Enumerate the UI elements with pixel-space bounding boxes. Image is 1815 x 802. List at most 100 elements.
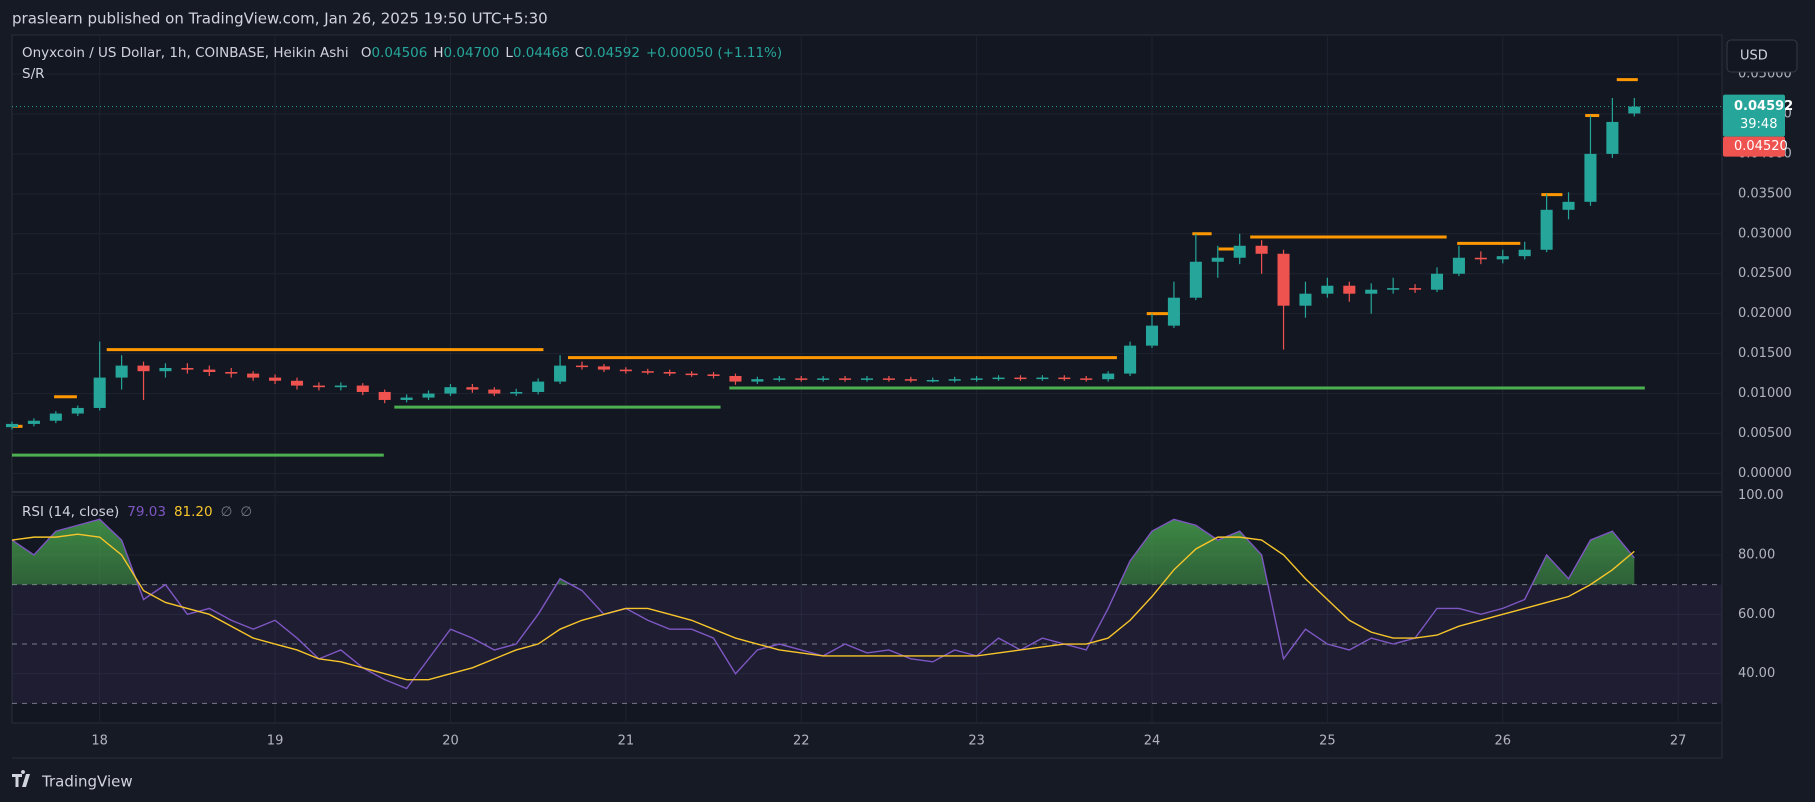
change: +0.00050 (+1.11%) xyxy=(646,45,782,61)
candle-body xyxy=(466,387,479,390)
ohlc-value: 0.04592 xyxy=(584,45,640,61)
candle-body xyxy=(1014,377,1027,380)
indicator-label: S/R xyxy=(22,66,45,82)
rsi-legend-value: 79.03 xyxy=(127,504,166,520)
candle-body xyxy=(356,385,369,392)
y-tick-label: 0.00000 xyxy=(1738,466,1792,481)
candle-body xyxy=(1474,257,1487,260)
ohlc-label: O xyxy=(361,45,372,61)
y-tick-label: 0.02500 xyxy=(1738,266,1792,281)
y-tick-label: 0.00500 xyxy=(1738,426,1792,441)
candle-body xyxy=(619,369,632,372)
rsi-legend-value: ∅ xyxy=(240,504,252,520)
x-tick-label: 25 xyxy=(1319,734,1336,749)
rsi-title: RSI (14, close) xyxy=(22,504,119,520)
candle-body xyxy=(159,368,172,372)
ohlc-value: 0.04506 xyxy=(372,45,428,61)
prev-price-tag xyxy=(1723,136,1785,157)
publish-info: praslearn published on TradingView.com, … xyxy=(12,10,548,28)
candle-body xyxy=(707,374,720,376)
candle-body xyxy=(1255,245,1268,254)
candle-body xyxy=(1562,201,1575,210)
prev-price-label: 0.04520 xyxy=(1734,139,1788,154)
x-tick-label: 26 xyxy=(1494,734,1511,749)
y-tick-label: 40.00 xyxy=(1738,666,1775,681)
candle-body xyxy=(27,420,40,424)
candle-body xyxy=(992,377,1005,380)
ohlc-label: C xyxy=(575,45,584,61)
brand: TradingView xyxy=(41,773,133,791)
candle-body xyxy=(269,377,282,381)
candle-body xyxy=(1496,256,1509,260)
candle-body xyxy=(1430,273,1444,290)
symbol-title: Onyxcoin / US Dollar, 1h, COINBASE, Heik… xyxy=(22,45,349,61)
currency-button[interactable] xyxy=(1726,39,1798,73)
candle-body xyxy=(312,385,325,388)
y-tick-label: 0.01500 xyxy=(1738,346,1792,361)
candle-body xyxy=(1167,297,1180,326)
candle-body xyxy=(1058,377,1071,380)
legend: Onyxcoin / US Dollar, 1h, COINBASE, Heik… xyxy=(22,45,782,61)
candle-body xyxy=(1365,289,1378,294)
last-price-label: 0.04592 xyxy=(1734,99,1793,114)
countdown: 39:48 xyxy=(1740,117,1777,132)
candle-body xyxy=(71,407,84,414)
candle-body xyxy=(1452,257,1465,274)
ohlc-label: H xyxy=(433,45,443,61)
candle-body xyxy=(773,378,786,380)
candle-body xyxy=(290,380,304,386)
rsi-legend-value: ∅ xyxy=(221,504,233,520)
candle-body xyxy=(49,413,62,421)
rsi-legend-value: 81.20 xyxy=(174,504,213,520)
candle-body xyxy=(247,373,260,378)
candle-body xyxy=(378,391,391,400)
candle-body xyxy=(5,423,19,428)
last-price-tag xyxy=(1723,94,1785,137)
y-tick-label: 100.00 xyxy=(1738,488,1784,503)
y-tick-label: 60.00 xyxy=(1738,607,1775,622)
currency-label[interactable]: USD xyxy=(1740,49,1768,64)
candle-body xyxy=(663,371,676,374)
x-tick-label: 27 xyxy=(1670,734,1687,749)
candle-body xyxy=(510,391,523,394)
candle-body xyxy=(93,377,106,408)
candle-body xyxy=(795,378,808,380)
candle-body xyxy=(860,378,874,380)
candle-body xyxy=(400,397,413,400)
x-tick-label: 21 xyxy=(618,734,635,749)
candle-body xyxy=(1277,253,1290,306)
candle-body xyxy=(1036,377,1049,380)
candle-body xyxy=(1102,373,1115,380)
candle-body xyxy=(1189,261,1202,298)
candle-body xyxy=(597,366,610,370)
candle-body xyxy=(1124,345,1137,374)
logo-mark xyxy=(12,770,30,787)
y-tick-label: 0.02000 xyxy=(1738,306,1792,321)
x-tick-label: 23 xyxy=(968,734,985,749)
candle-body xyxy=(685,373,698,376)
x-tick-label: 24 xyxy=(1144,734,1161,749)
candle-body xyxy=(1211,257,1224,262)
plot xyxy=(5,78,1722,704)
y-tick-label: 0.01000 xyxy=(1738,386,1792,401)
candle-body xyxy=(1518,249,1531,257)
ohlc-label: L xyxy=(505,45,513,61)
candle-body xyxy=(575,365,589,368)
candle-body xyxy=(1299,293,1312,306)
candle-body xyxy=(1409,288,1422,290)
candle-body xyxy=(444,387,457,394)
candle-body xyxy=(1540,209,1553,250)
candle-body xyxy=(926,379,939,382)
y-tick-label: 0.03000 xyxy=(1738,226,1792,241)
rsi-legend: RSI (14, close) 79.03 81.20 ∅ ∅ xyxy=(22,504,252,520)
candle-body xyxy=(1233,245,1246,258)
x-tick-label: 18 xyxy=(91,734,108,749)
candle-body xyxy=(817,378,830,380)
candle-body xyxy=(334,385,347,388)
y-tick-label: 0.03500 xyxy=(1738,186,1792,201)
logo xyxy=(12,770,30,787)
candle-body xyxy=(1145,325,1159,346)
candle-body xyxy=(1584,153,1597,202)
